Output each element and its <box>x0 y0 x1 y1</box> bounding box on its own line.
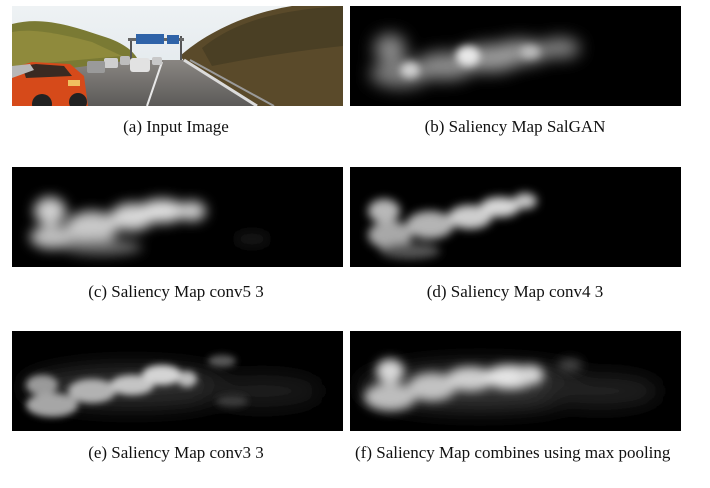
saliency-map-conv4-3 <box>350 167 681 267</box>
input-image <box>12 6 343 106</box>
saliency-map-max-pooling <box>350 331 681 431</box>
saliency-map-conv5-3 <box>12 167 343 267</box>
saliency-map-conv3-3 <box>12 331 343 431</box>
caption-e: (e) Saliency Map conv3 3 <box>88 443 264 462</box>
caption-b: (b) Saliency Map SalGAN <box>424 117 606 136</box>
caption-c: (c) Saliency Map conv5 3 <box>88 282 264 301</box>
caption-f: (f) Saliency Map combines using max pool… <box>355 443 671 462</box>
caption-d: (d) Saliency Map conv4 3 <box>426 282 604 301</box>
saliency-map-salgan <box>350 6 681 106</box>
caption-a: (a) Input Image <box>123 117 229 136</box>
